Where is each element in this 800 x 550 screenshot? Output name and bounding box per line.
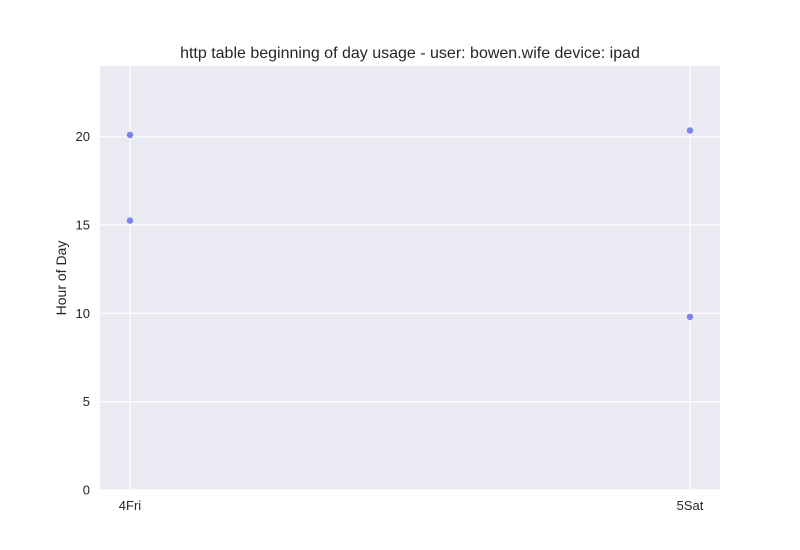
y-tick-label-4: 20: [76, 129, 90, 144]
data-points: [126, 127, 694, 321]
y-tick-labels: 0 5 10 15 20: [76, 129, 90, 497]
y-tick-label-3: 15: [76, 218, 90, 233]
x-tick-label-1: 5Sat: [677, 498, 704, 513]
y-tick-label-0: 0: [83, 483, 90, 498]
y-tick-label-1: 5: [83, 394, 90, 409]
data-point-0: [126, 131, 134, 139]
y-tick-label-2: 10: [76, 306, 90, 321]
chart-title: http table beginning of day usage - user…: [180, 45, 640, 62]
y-axis-label: Hour of Day: [53, 241, 69, 316]
data-point-2: [686, 127, 694, 134]
x-tick-label-0: 4Fri: [119, 498, 142, 513]
plot-background: [100, 66, 720, 490]
data-point-3: [686, 313, 694, 321]
data-point-1: [126, 217, 134, 224]
x-tick-labels: 4Fri 5Sat: [119, 498, 704, 513]
